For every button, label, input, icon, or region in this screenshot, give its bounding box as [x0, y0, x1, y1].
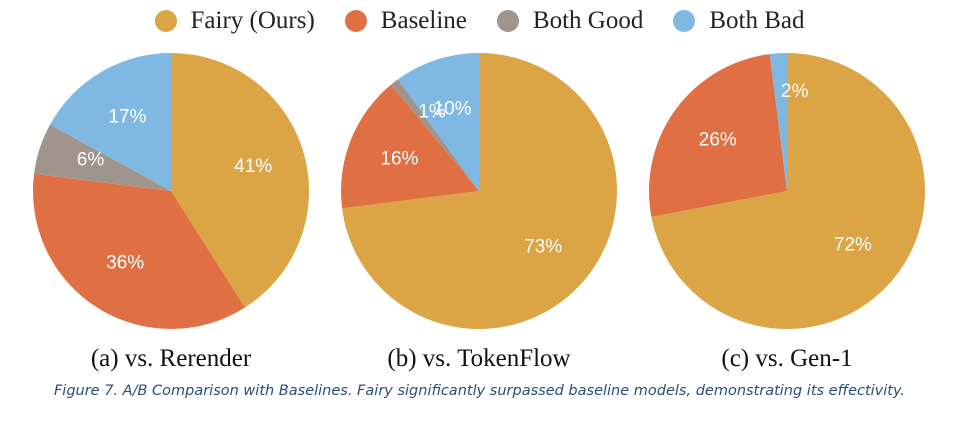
legend-item-both-good: Both Good — [496, 7, 644, 35]
pie-label-both-good: 6% — [77, 149, 105, 170]
pie-slice-both-bad — [50, 53, 171, 191]
pie-charts: 41% 36% 6% 17% (a) vs. Rerender 73% 16% 1%10% (b… — [33, 53, 925, 372]
pie-chart-title: (c) vs. Gen-1 — [721, 345, 852, 372]
pie-label-fairy-ours: 73% — [524, 237, 562, 258]
pie-slice-fairy-ours — [171, 53, 309, 308]
legend-item-both-bad: Both Bad — [673, 7, 804, 35]
pie-slice-baseline — [33, 173, 245, 329]
legend-item-fairy: Fairy (Ours) — [154, 7, 315, 35]
legend-swatch-both-good — [496, 10, 519, 32]
pie-slice-fairy-ours — [651, 53, 925, 329]
pie-label-fairy-ours: 72% — [834, 235, 872, 256]
pie-slice-both-good — [34, 124, 172, 191]
legend-item-baseline: Baseline — [344, 7, 467, 35]
pie-chart-2: 73% 16% 1%10% (b) vs. TokenFlow — [340, 53, 617, 372]
pie-label-baseline: 36% — [106, 252, 144, 273]
legend-label-baseline: Baseline — [380, 7, 467, 34]
pie-label-baseline: 26% — [699, 130, 737, 151]
pie-slice-baseline — [649, 54, 787, 217]
pie-label-fairy-ours: 41% — [234, 156, 272, 177]
legend-label-both-good: Both Good — [532, 7, 644, 34]
legend-swatch-baseline — [344, 10, 367, 32]
pie-chart-title: (a) vs. Rerender — [91, 345, 252, 372]
chart-legend: Fairy (Ours) Baseline Both Good Both Bad — [0, 4, 959, 38]
legend-swatch-fairy — [154, 10, 177, 32]
pie-label-both-bad: 2% — [781, 81, 809, 102]
pie-slice-baseline — [340, 84, 479, 209]
pie-label-both-bad: 17% — [108, 106, 146, 127]
pie-label-baseline: 16% — [380, 149, 418, 170]
pie-slice-both-good — [391, 79, 479, 191]
pie-chart-1: 41% 36% 6% 17% (a) vs. Rerender — [33, 53, 309, 372]
legend-swatch-both-bad — [673, 10, 696, 32]
pie-slice-fairy-ours — [342, 53, 617, 329]
pie-chart-3: 72% 26% 2% (c) vs. Gen-1 — [649, 53, 925, 372]
pie-label-both-bad: 10% — [434, 99, 472, 120]
pie-chart-title: (b) vs. TokenFlow — [387, 345, 570, 372]
legend-label-both-bad: Both Bad — [709, 7, 805, 34]
pie-slice-both-bad — [769, 53, 787, 191]
figure-caption: Figure 7. A/B Comparison with Baselines.… — [53, 383, 906, 399]
pie-label-both-good: 1% — [418, 102, 446, 123]
pie-slice-both-bad — [397, 53, 479, 191]
legend-label-fairy: Fairy (Ours) — [190, 7, 315, 34]
